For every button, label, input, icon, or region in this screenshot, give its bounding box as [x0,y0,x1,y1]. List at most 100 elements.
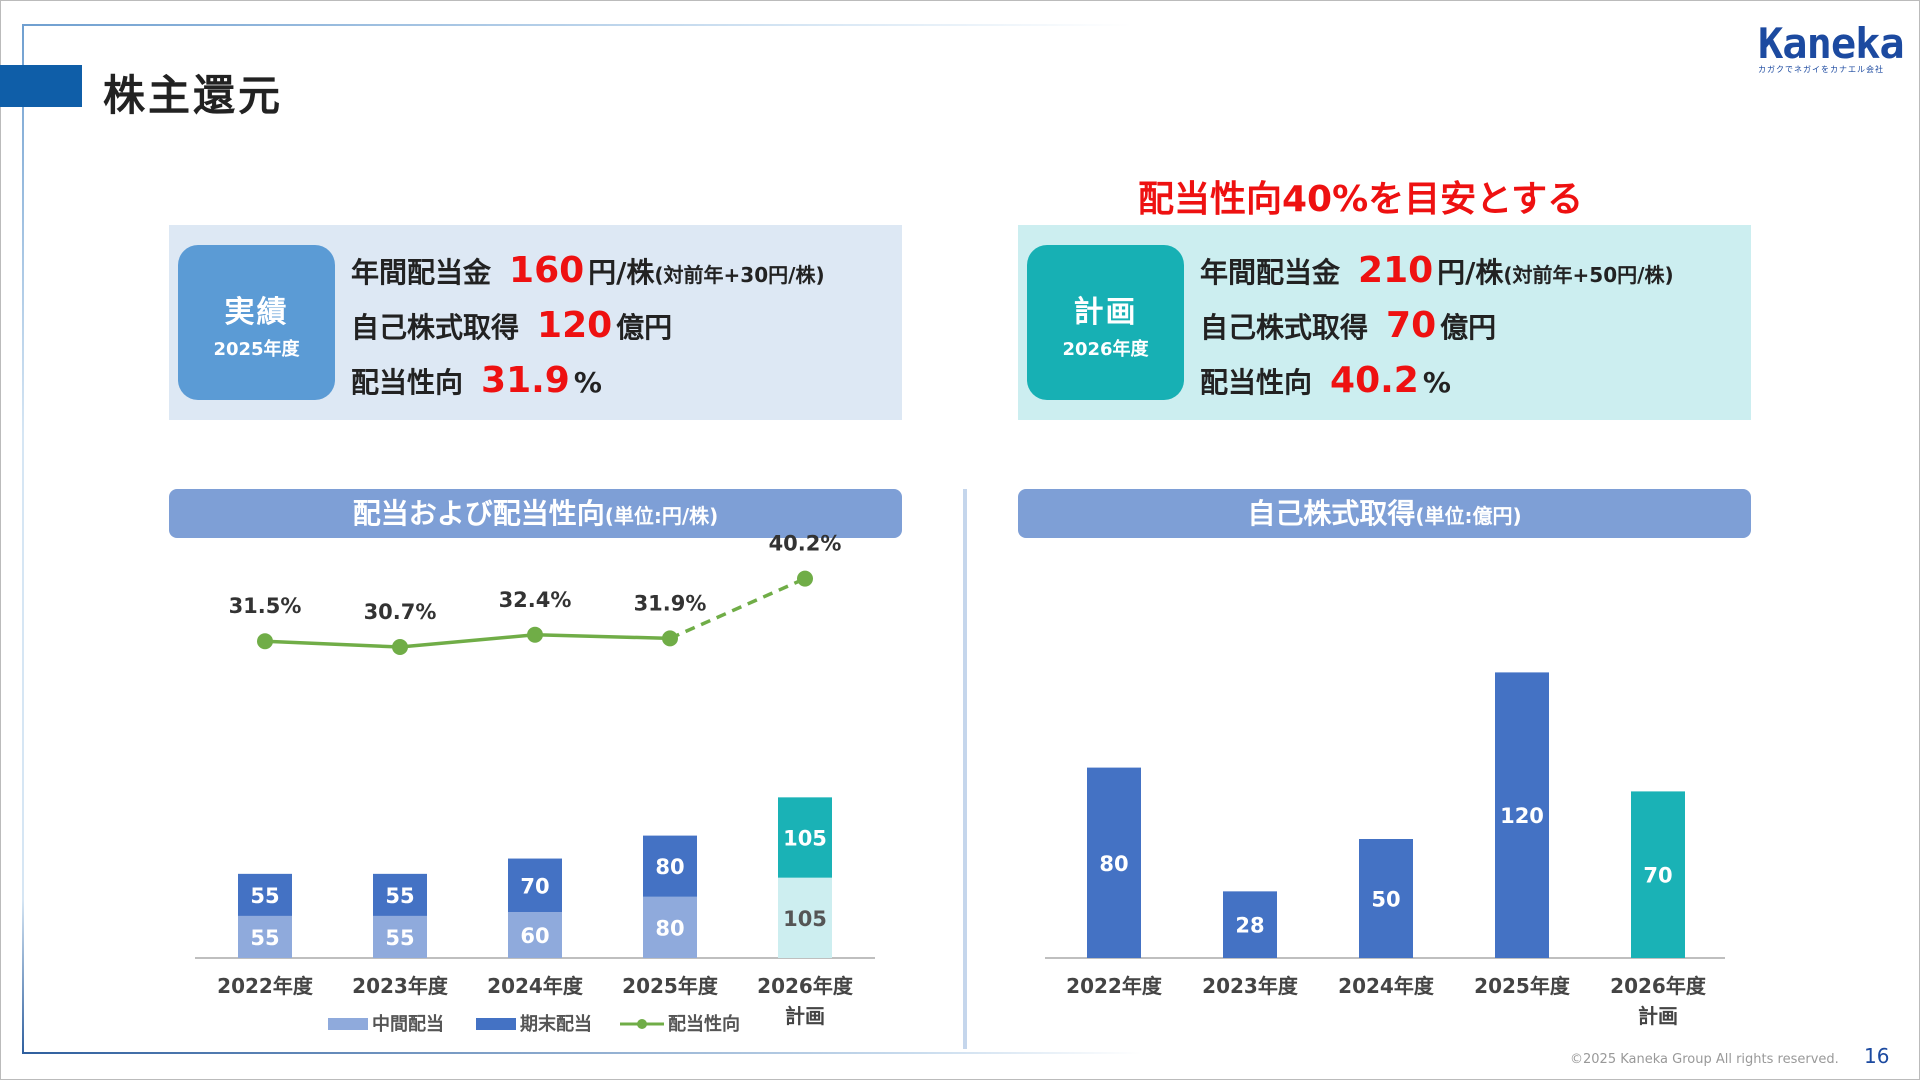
dividend-section-header: 配当および配当性向(単位:円/株) [169,489,902,538]
buyback-value-label: 28 [1235,914,1264,938]
buyback-bar [1223,891,1277,958]
dividend-payout-chart: 55 55 55 55 60 70 80 80 105 105 31.5% 30.7% 32.4% 31.… [195,532,875,1035]
section-divider [963,489,967,1049]
interim-dividend-bar [508,912,562,958]
dividend-label: 年間配当金 [351,256,492,289]
buyback-section-title: 自己株式取得 [1247,497,1416,530]
x-tick-label: 2024年度 [1338,974,1435,998]
dividend-value: 160 [509,250,585,291]
payout-point [797,570,813,587]
buyback-bar [1495,672,1549,958]
buyback-line: 自己株式取得 120 億円 [351,298,825,353]
buyback-bar [1359,839,1413,958]
dividend-unit: 円/株 [588,256,655,289]
x-tick-label: 2026年度 [1610,974,1707,998]
payout-label: 40.2% [769,532,842,556]
year-end-dividend-bar [778,797,832,878]
buyback-label: 自己株式取得 [1200,311,1369,344]
dividend-note: (対前年+30円/株) [654,263,825,287]
bottom-accent-line [22,1052,1142,1054]
x-tick-label: 2022年度 [1066,974,1163,998]
interim-dividend-bar [778,877,832,958]
buyback-section-header: 自己株式取得(単位:億円) [1018,489,1751,538]
payout-label: 配当性向 [351,366,464,399]
buyback-line: 自己株式取得 70 億円 [1200,298,1674,353]
policy-headline: 配当性向40%を目安とする [1138,179,1584,220]
buyback-section-unit: (単位:億円) [1415,504,1522,528]
legend-label: 期末配当 [520,1013,592,1035]
x-tick-label: 2023年度 [352,974,449,998]
interim-value-label: 80 [655,916,684,940]
badge-year: 2025年度 [213,339,300,360]
year-end-value-label: 105 [783,827,827,851]
payout-line: 配当性向 31.9% [351,353,825,408]
dividend-label: 年間配当金 [1200,256,1341,289]
badge-year: 2026年度 [1062,339,1149,360]
dividend-value: 210 [1358,250,1434,291]
year-end-value-label: 80 [655,855,684,879]
payout-unit: % [1422,366,1451,399]
interim-dividend-bar [643,896,697,958]
interim-value-label: 105 [783,907,827,931]
year-end-dividend-bar [373,873,427,916]
buyback-value: 70 [1386,305,1437,346]
buyback-label: 自己株式取得 [351,311,520,344]
actual-summary-box: 実績 2025年度 年間配当金 160 円/株(対前年+30円/株) 自己株式取得 1… [169,225,902,420]
x-tick-label: 計画 [785,1004,825,1028]
year-end-dividend-bar [238,873,292,916]
buyback-unit: 億円 [616,311,673,344]
copyright-footer: ©2025 Kaneka Group All rights reserved. [1570,1052,1839,1067]
payout-point [527,626,543,643]
dividend-note: (対前年+50円/株) [1503,263,1674,287]
legend-label: 配当性向 [668,1013,740,1035]
payout-line: 配当性向 40.2% [1200,353,1674,408]
year-end-dividend-bar [508,858,562,913]
payout-line-segment [264,639,401,649]
logo-tagline: カガクでネガイをカナエル会社 [1758,65,1884,74]
plan-summary-box: 計画 2026年度 年間配当金 210 円/株(対前年+50円/株) 自己株式取得 7… [1018,225,1751,420]
legend-label: 中間配当 [372,1013,444,1035]
interim-dividend-bar [238,915,292,958]
x-tick-label: 計画 [1638,1004,1678,1028]
legend-swatch-payout-dot [637,1019,647,1029]
title-accent-bar [0,65,82,107]
buyback-value-label: 120 [1500,804,1544,828]
x-tick-label: 2025年度 [1474,974,1571,998]
page-title: 株主還元 [103,71,284,120]
dividend-line: 年間配当金 210 円/株(対前年+50円/株) [1200,243,1674,298]
payout-plan-segment [669,576,806,640]
buyback-value: 120 [537,305,613,346]
top-accent-line [22,24,1132,26]
x-tick-label: 2024年度 [487,974,584,998]
payout-point [257,633,273,650]
year-end-value-label: 55 [385,884,414,908]
payout-value: 40.2 [1330,360,1419,401]
x-tick-label: 2023年度 [1202,974,1299,998]
interim-value-label: 60 [520,924,549,948]
page-number: 16 [1864,1044,1890,1068]
kaneka-logo: Kaneka カガクでネガイをカナエル会社 [1758,20,1905,75]
payout-label: 31.5% [229,594,302,618]
payout-label: 30.7% [364,600,437,624]
interim-dividend-bar [373,915,427,958]
buyback-chart: 80 28 50 120 70 2022年度 2023年度 2024年度 2025年度 2026年… [1045,672,1725,1028]
year-end-value-label: 70 [520,874,549,898]
interim-value-label: 55 [250,926,279,950]
left-accent-line [22,24,24,1054]
buyback-value-label: 70 [1643,864,1672,888]
dividend-section-unit: (単位:円/株) [604,504,719,528]
payout-label: 31.9% [634,591,707,615]
payout-label: 32.4% [499,588,572,612]
payout-value: 31.9 [481,360,570,401]
buyback-value-label: 50 [1371,888,1400,912]
buyback-value-label: 80 [1099,852,1128,876]
payout-line-segment [534,633,671,641]
payout-point [392,639,408,655]
payout-point [662,630,678,647]
dividend-section-title: 配当および配当性向 [352,497,605,530]
dividend-unit: 円/株 [1437,256,1504,289]
x-tick-label: 2025年度 [622,974,719,998]
x-tick-label: 2026年度 [757,974,854,998]
interim-value-label: 55 [385,926,414,950]
payout-line-segment [399,633,536,649]
